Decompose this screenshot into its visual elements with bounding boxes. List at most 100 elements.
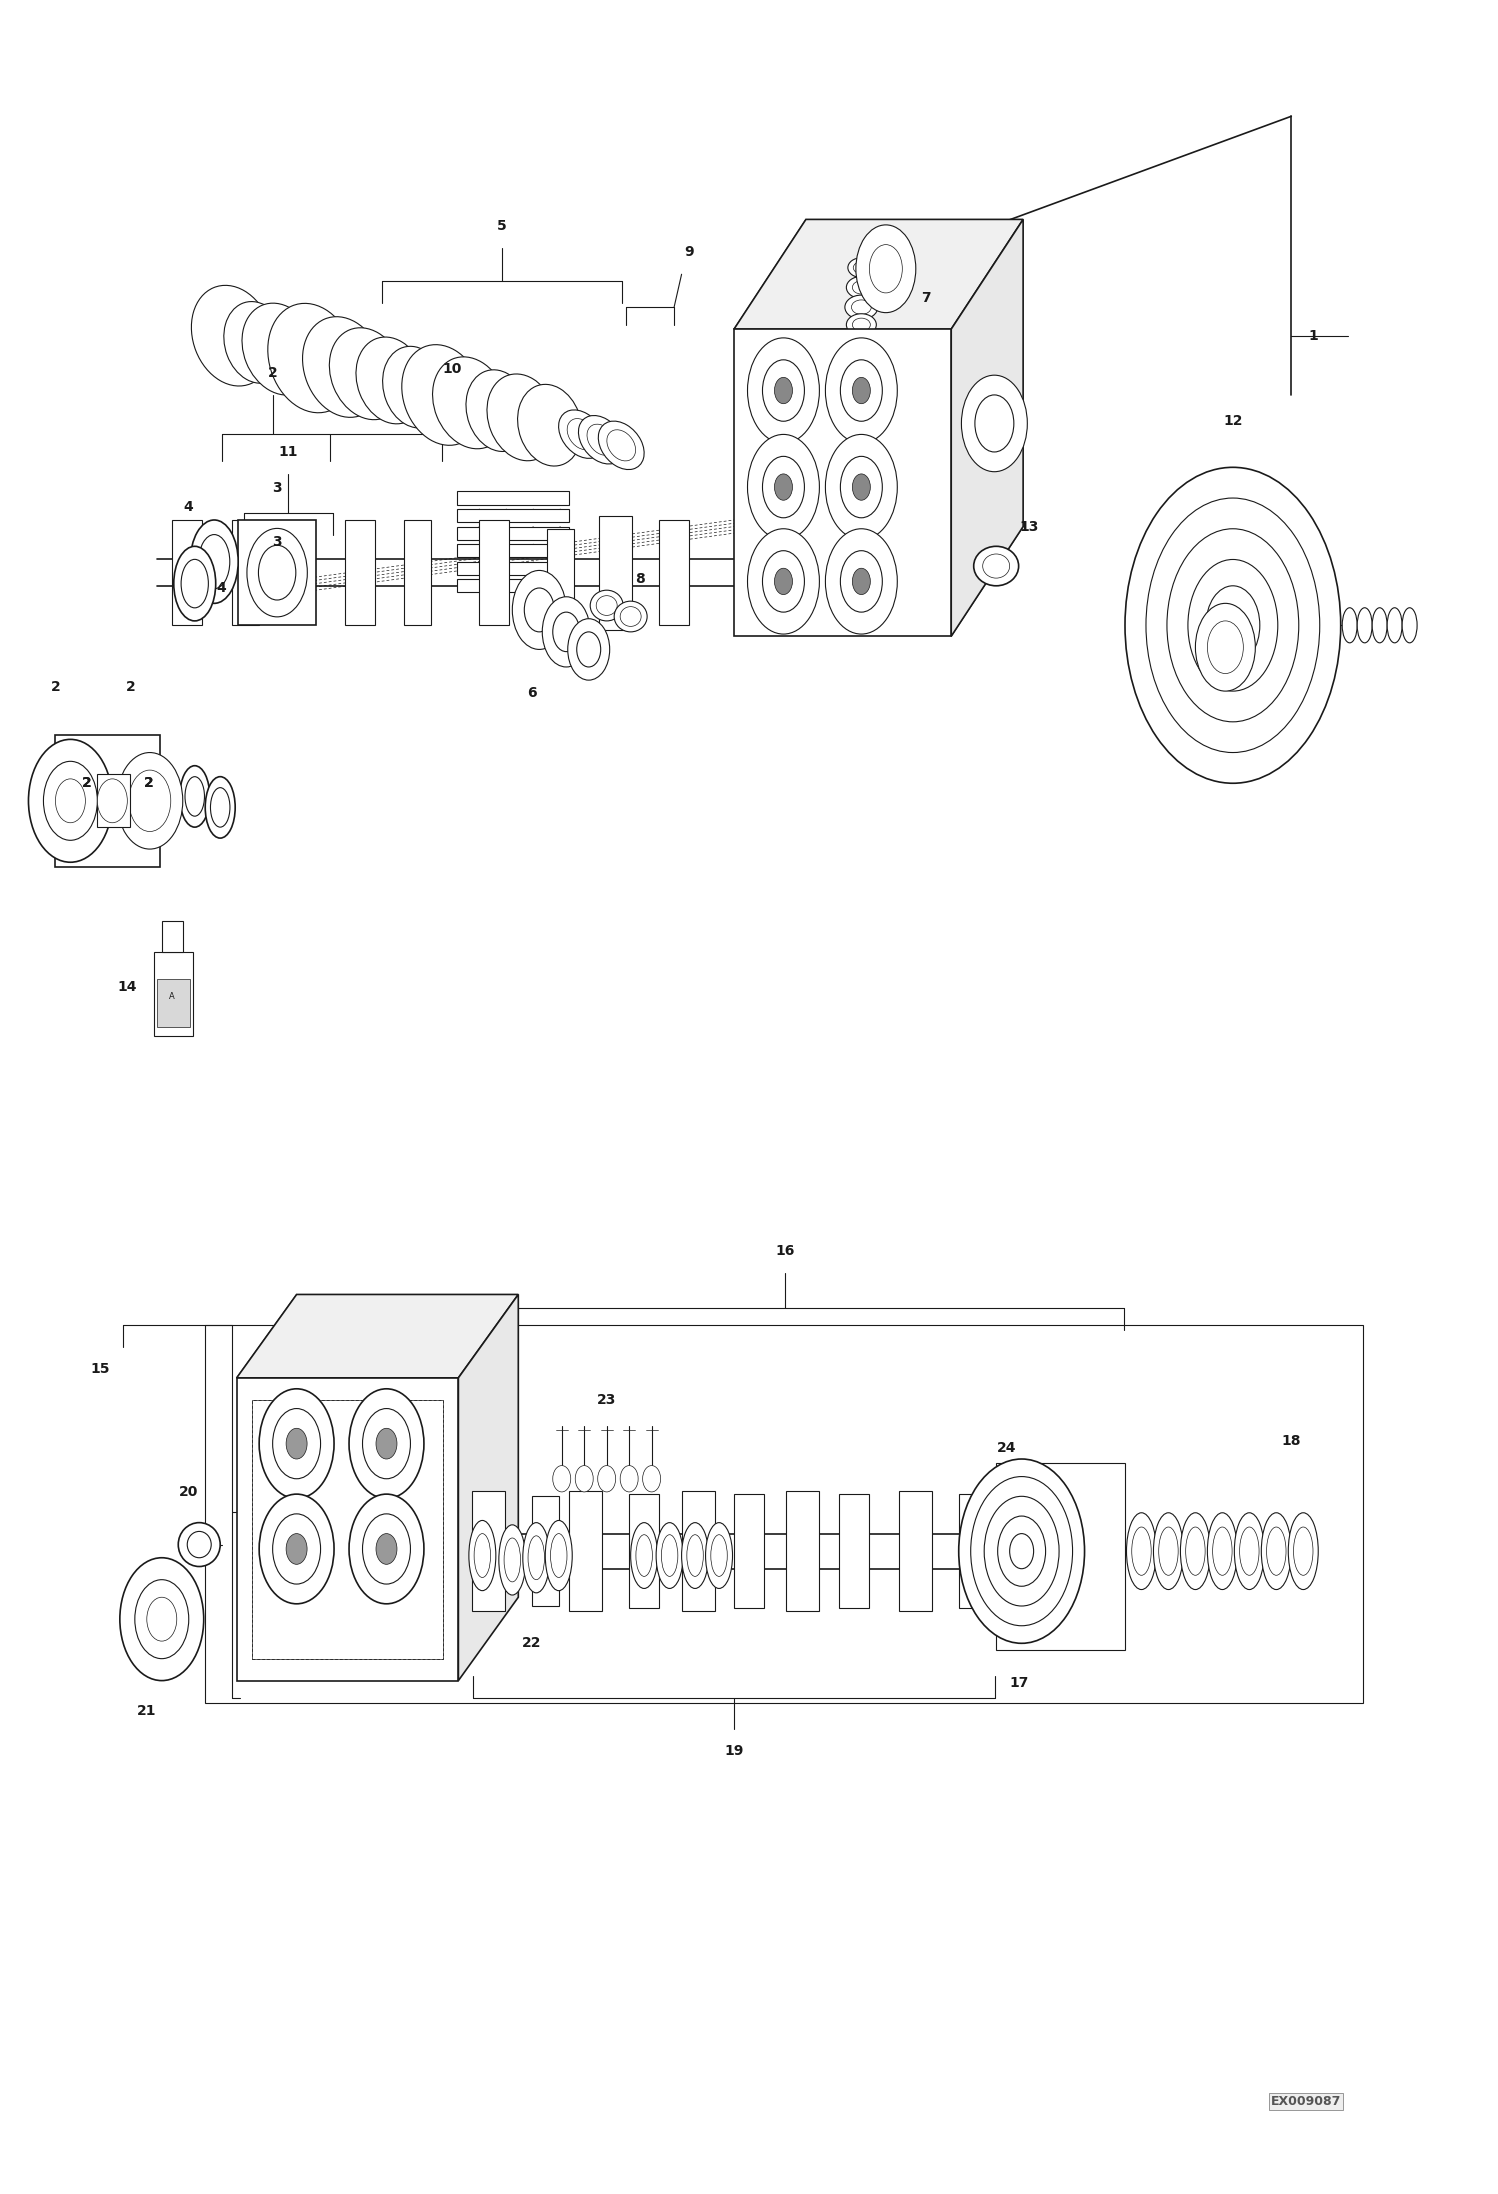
Ellipse shape: [854, 355, 869, 364]
Circle shape: [363, 1409, 410, 1479]
Circle shape: [998, 1516, 1046, 1586]
Ellipse shape: [631, 1523, 658, 1588]
Bar: [457, 491, 569, 505]
Bar: [404, 520, 431, 625]
Circle shape: [762, 551, 804, 612]
Ellipse shape: [1207, 1514, 1237, 1588]
Ellipse shape: [268, 303, 355, 412]
Polygon shape: [951, 219, 1023, 636]
Circle shape: [273, 1514, 321, 1584]
Bar: [252, 1400, 443, 1659]
Text: 20: 20: [180, 1485, 198, 1499]
Text: 22: 22: [521, 1637, 542, 1650]
Bar: [569, 1492, 602, 1610]
Ellipse shape: [1132, 1527, 1152, 1575]
Ellipse shape: [1239, 1527, 1258, 1575]
Ellipse shape: [983, 553, 1010, 577]
Circle shape: [259, 546, 295, 599]
Ellipse shape: [518, 384, 581, 465]
Text: 1: 1: [1309, 329, 1318, 342]
Bar: [457, 579, 569, 592]
Bar: [839, 1494, 869, 1608]
Text: 5: 5: [497, 219, 506, 233]
Ellipse shape: [590, 590, 623, 621]
Ellipse shape: [190, 520, 238, 603]
Text: 2: 2: [144, 777, 153, 790]
Ellipse shape: [1212, 1527, 1231, 1575]
Text: 17: 17: [1010, 1676, 1028, 1689]
Bar: [479, 520, 509, 625]
Circle shape: [363, 1514, 410, 1584]
Text: 2: 2: [268, 366, 277, 380]
Ellipse shape: [1234, 1514, 1264, 1588]
Ellipse shape: [1387, 608, 1402, 643]
Ellipse shape: [661, 1536, 677, 1575]
Bar: [345, 520, 374, 625]
Ellipse shape: [851, 301, 872, 314]
Ellipse shape: [1180, 1514, 1210, 1588]
Bar: [457, 509, 569, 522]
Circle shape: [135, 1580, 189, 1659]
Ellipse shape: [243, 303, 318, 395]
Ellipse shape: [854, 371, 869, 384]
Text: 10: 10: [443, 362, 461, 375]
Ellipse shape: [199, 535, 229, 588]
Bar: [682, 1492, 715, 1610]
Circle shape: [1195, 603, 1255, 691]
Ellipse shape: [848, 257, 875, 276]
Circle shape: [748, 434, 819, 540]
Ellipse shape: [846, 314, 876, 336]
Ellipse shape: [706, 1523, 733, 1588]
Text: 4: 4: [217, 581, 226, 595]
Circle shape: [542, 597, 590, 667]
Text: 2: 2: [82, 777, 91, 790]
Ellipse shape: [1402, 608, 1417, 643]
Circle shape: [147, 1597, 177, 1641]
Circle shape: [286, 1534, 307, 1564]
Circle shape: [774, 377, 792, 404]
Text: 4: 4: [184, 500, 193, 513]
Ellipse shape: [686, 1536, 704, 1575]
Ellipse shape: [469, 1520, 496, 1591]
Ellipse shape: [205, 777, 235, 838]
Ellipse shape: [1159, 1527, 1179, 1575]
Ellipse shape: [614, 601, 647, 632]
Ellipse shape: [620, 606, 641, 627]
Bar: [734, 1494, 764, 1608]
Circle shape: [97, 779, 127, 823]
Polygon shape: [237, 1294, 518, 1378]
Ellipse shape: [849, 351, 873, 369]
Text: 2: 2: [126, 680, 135, 693]
Circle shape: [1207, 621, 1243, 674]
Ellipse shape: [607, 430, 635, 461]
Text: 3: 3: [273, 480, 282, 496]
Circle shape: [1206, 586, 1260, 665]
Circle shape: [748, 529, 819, 634]
Circle shape: [643, 1466, 661, 1492]
Circle shape: [568, 619, 610, 680]
Bar: [97, 774, 130, 827]
Text: EX009087: EX009087: [1272, 2095, 1341, 2108]
Bar: [457, 544, 569, 557]
Circle shape: [840, 456, 882, 518]
Ellipse shape: [527, 1536, 545, 1580]
Circle shape: [774, 568, 792, 595]
Ellipse shape: [710, 1536, 728, 1575]
Bar: [786, 1492, 819, 1610]
Ellipse shape: [1261, 1514, 1291, 1588]
Circle shape: [1146, 498, 1320, 753]
Circle shape: [852, 474, 870, 500]
Text: 2: 2: [51, 680, 60, 693]
Circle shape: [748, 338, 819, 443]
Circle shape: [43, 761, 97, 840]
Bar: [232, 520, 259, 625]
Circle shape: [855, 226, 915, 314]
Ellipse shape: [487, 373, 557, 461]
Circle shape: [840, 360, 882, 421]
Ellipse shape: [1153, 1514, 1183, 1588]
Ellipse shape: [854, 336, 869, 349]
Bar: [237, 1378, 458, 1681]
Ellipse shape: [598, 421, 644, 470]
Circle shape: [1010, 1534, 1034, 1569]
Ellipse shape: [587, 423, 616, 456]
